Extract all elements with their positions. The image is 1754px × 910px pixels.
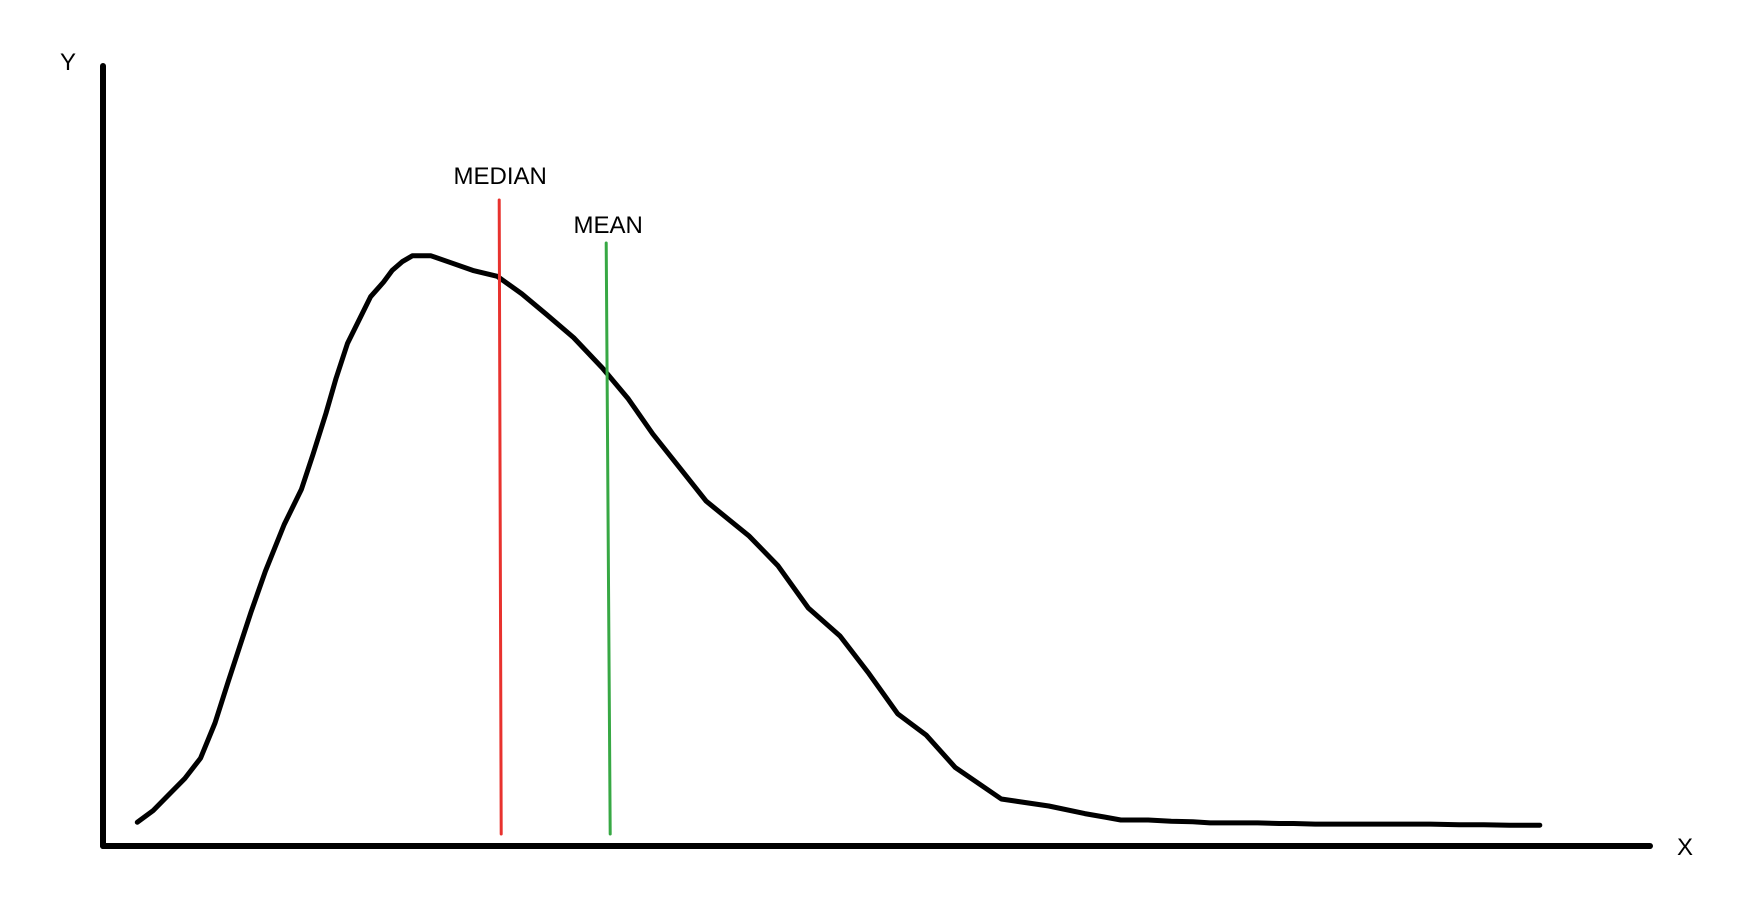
mean-line xyxy=(604,241,612,836)
x-axis-label: X xyxy=(1677,834,1693,861)
median-line xyxy=(497,198,503,836)
mean-label: MEAN xyxy=(574,212,643,239)
median-label: MEDIAN xyxy=(454,163,547,190)
series-curve xyxy=(134,253,1543,828)
y-axis-label: Y xyxy=(60,49,76,76)
